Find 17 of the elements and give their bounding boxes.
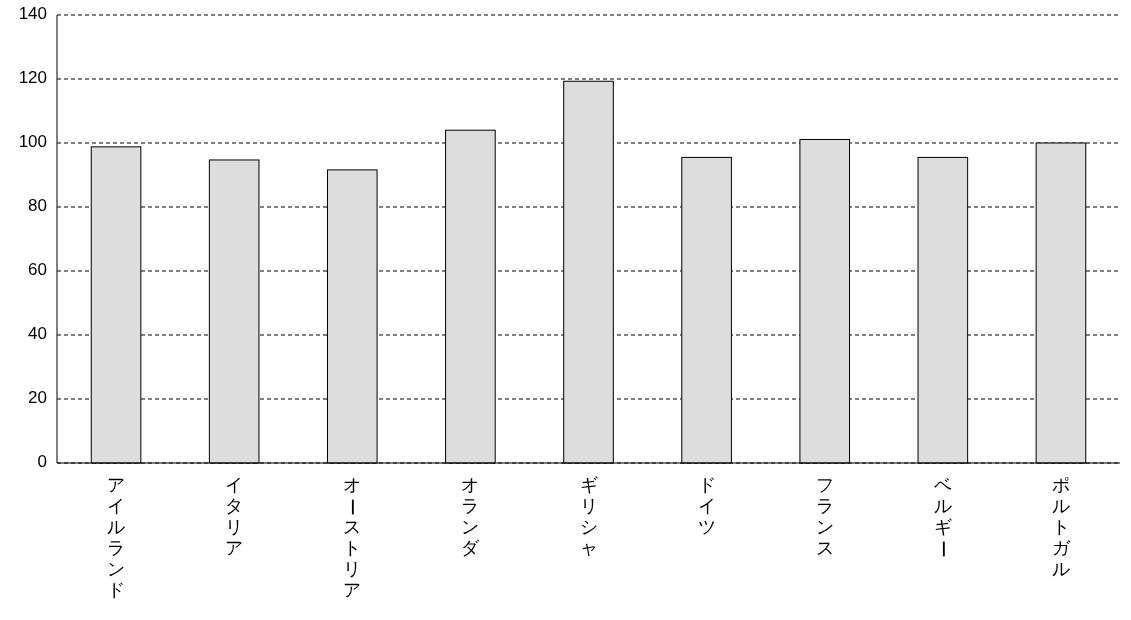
x-tick-label: ギリシャ (579, 475, 598, 558)
x-tick-label: オランダ (461, 475, 481, 558)
y-tick-label: 60 (28, 260, 47, 280)
x-tick-label: ベルギー (932, 475, 953, 558)
y-tick-label: 80 (28, 196, 47, 216)
x-tick-label: イタリア (225, 475, 244, 558)
x-tick-label: オーストリア (342, 475, 363, 600)
y-tick-label: 20 (28, 388, 47, 408)
y-tick-label: 120 (18, 68, 47, 88)
x-tick-label: フランス (815, 475, 834, 558)
x-tick-label: ポルトガル (1051, 475, 1071, 579)
y-tick-label: 0 (37, 452, 47, 472)
x-tick-label: ドイツ (697, 475, 716, 537)
x-tick-label: アイルランド (107, 475, 126, 600)
y-tick-label: 140 (18, 4, 47, 24)
y-tick-label: 40 (28, 324, 47, 344)
y-tick-label: 100 (18, 132, 47, 152)
